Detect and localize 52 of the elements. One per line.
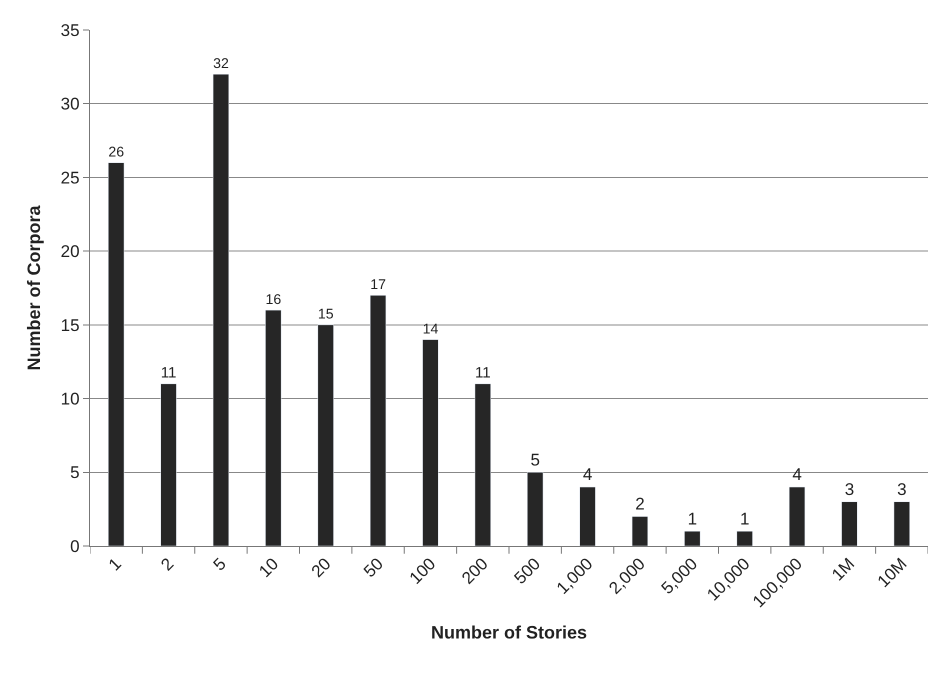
x-tick-label: 50 <box>360 554 387 582</box>
x-tick-label: 2 <box>157 554 178 574</box>
x-tick-label: 5 <box>210 554 230 574</box>
bar <box>318 324 334 546</box>
data-label: 17 <box>370 276 386 292</box>
bar <box>160 384 177 546</box>
data-label: 2 <box>635 494 645 514</box>
y-tick-label: 25 <box>60 168 80 188</box>
data-label: 3 <box>897 480 907 499</box>
x-tick-label: 200 <box>458 554 492 588</box>
bar <box>841 502 858 546</box>
bar <box>212 74 230 546</box>
data-label: 26 <box>108 143 124 160</box>
bar <box>632 516 648 546</box>
bar <box>474 384 491 546</box>
x-tick-label: 1M <box>828 554 858 584</box>
bar <box>788 486 806 546</box>
x-tick-label: 10 <box>255 554 282 582</box>
y-tick-label: 20 <box>60 242 80 262</box>
y-tick-label: 10 <box>60 390 80 409</box>
data-label: 15 <box>318 306 334 322</box>
data-label: 14 <box>422 320 438 336</box>
bar <box>736 531 753 546</box>
x-tick-label: 500 <box>510 554 544 588</box>
data-label: 32 <box>213 54 229 71</box>
data-label: 16 <box>265 290 282 307</box>
bar <box>894 502 910 546</box>
bar <box>370 295 386 546</box>
y-tick-label: 0 <box>70 536 80 556</box>
data-label: 4 <box>582 465 592 484</box>
bar <box>579 486 596 546</box>
x-tick-label: 20 <box>308 554 335 582</box>
data-label: 11 <box>474 364 491 382</box>
data-label: 11 <box>160 364 176 382</box>
y-tick-label: 30 <box>60 94 80 114</box>
x-axis-title: Number of Stories <box>430 622 588 642</box>
bar <box>422 339 439 546</box>
data-label: 5 <box>530 450 540 470</box>
x-tick-label: 100 <box>406 554 440 588</box>
data-label: 3 <box>844 480 854 499</box>
y-tick-label: 15 <box>60 316 80 335</box>
x-tick-label: 1 <box>104 554 126 574</box>
data-label: 4 <box>792 465 802 484</box>
bar <box>108 162 124 546</box>
y-tick-label: 35 <box>60 20 80 40</box>
bar <box>265 310 282 546</box>
data-label: 1 <box>688 509 698 528</box>
bar <box>527 472 544 546</box>
bar <box>684 531 700 546</box>
y-axis-title: Number of Corpora <box>24 204 44 371</box>
y-tick-label: 5 <box>70 463 80 482</box>
data-label: 1 <box>740 509 750 528</box>
